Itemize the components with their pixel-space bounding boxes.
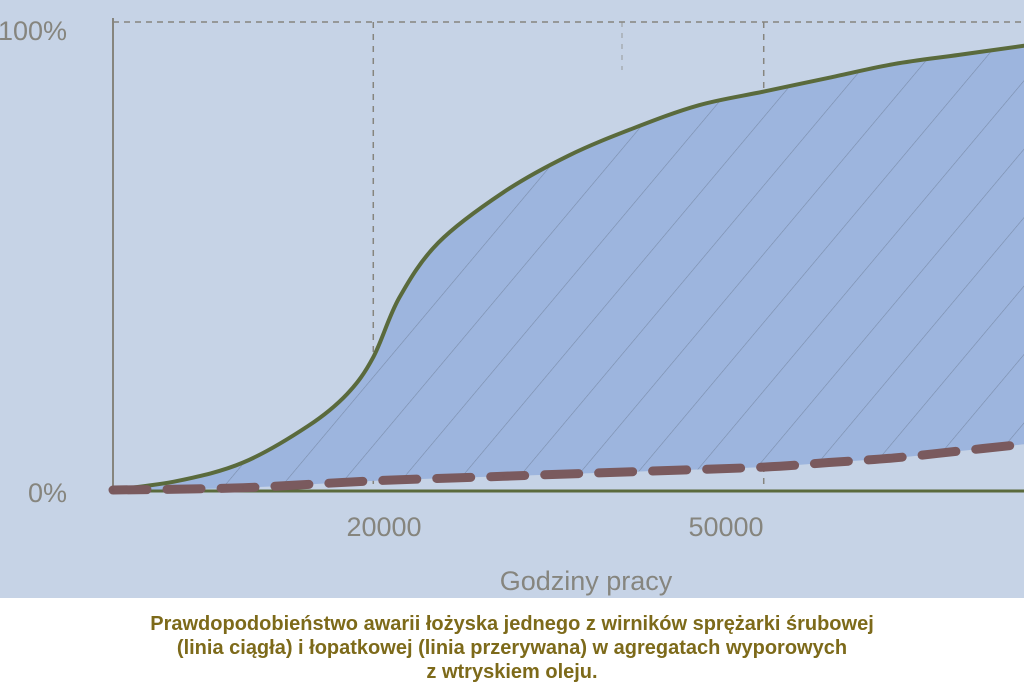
caption-line-2: (linia ciągła) i łopatkowej (linia przer… [176,637,848,659]
solid-point-1 [177,479,180,482]
solid-point-4 [346,392,349,395]
solid-point-11 [697,104,700,107]
y-tick-0: 0% [28,478,67,508]
solid-point-15 [957,53,960,56]
solid-point-8 [502,191,505,194]
solid-point-14 [892,63,895,66]
solid-point-3 [307,424,310,427]
dashed-point-2 [372,479,375,482]
solid-point-5 [372,356,375,359]
solid-point-2 [242,461,245,464]
series-lines [108,43,1024,495]
dashed-point-7 [892,456,895,459]
area-hatch [113,45,1024,491]
y-tick-100: 100% [0,16,67,46]
solid-point-7 [437,241,440,244]
solid-point-9 [567,154,570,157]
solid-point-10 [632,127,635,130]
series-solid-line [111,43,1024,492]
chart-plot: 100% 0% 20000 50000 Godziny pracy [0,16,1024,596]
axes [112,18,1024,493]
x-axis-label: Godziny pracy [500,566,673,596]
caption-line-1: Prawdopodobieństwo awarii łożyska jedneg… [150,613,874,635]
caption-line-3: z wtryskiem oleju. [426,661,598,683]
dashed-point-6 [827,461,830,464]
solid-point-13 [827,76,830,79]
x-tick-20000: 20000 [346,512,421,542]
area-fill-group [113,45,1024,491]
x-tick-50000: 50000 [688,512,763,542]
solid-point-12 [762,90,765,93]
dashed-point-4 [632,470,635,473]
series-dashed-line [108,439,1024,495]
tick-labels: 100% 0% 20000 50000 Godziny pracy [0,16,764,596]
dashed-point-5 [762,466,765,469]
dashed-point-0 [112,489,115,492]
solid-point-6 [398,296,401,299]
figure-caption: Prawdopodobieństwo awarii łożyska jedneg… [0,612,1024,684]
dashed-point-8 [957,450,960,453]
dashed-point-3 [502,475,505,478]
dashed-point-1 [242,486,245,489]
